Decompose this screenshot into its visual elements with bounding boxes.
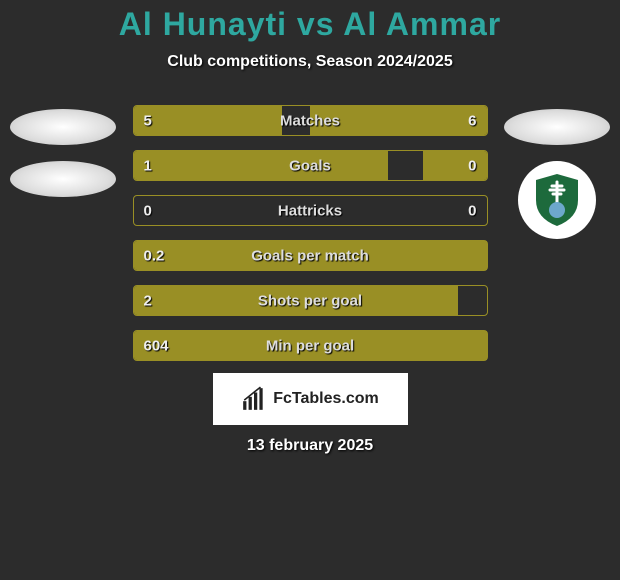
club-shield-icon [532,172,582,228]
right-avatar-col [502,99,612,239]
stat-bar-goals: 1 Goals 0 [133,150,488,181]
stat-value-right: 0 [468,157,476,174]
stat-label: Goals per match [251,247,369,264]
stat-label: Shots per goal [258,292,362,309]
main-row: 5 Matches 6 1 Goals 0 0 Hattricks 0 [0,99,620,361]
player2-name: Al Ammar [343,6,501,42]
stat-fill-left [134,151,388,180]
stat-label: Goals [289,157,331,174]
stat-value-left: 5 [144,112,152,129]
page-title: Al Hunayti vs Al Ammar [0,6,620,43]
subtitle: Club competitions, Season 2024/2025 [0,53,620,71]
stat-value-left: 1 [144,157,152,174]
stat-fill-left [134,106,282,135]
player2-club-logo [518,161,596,239]
comparison-infographic: Al Hunayti vs Al Ammar Club competitions… [0,0,620,455]
ball-icon [549,202,565,218]
footer-brand-text: FcTables.com [273,390,379,408]
date-text: 13 february 2025 [0,437,620,455]
stat-value-left: 2 [144,292,152,309]
stat-label: Hattricks [278,202,342,219]
footer-brand-box: FcTables.com [213,373,408,425]
vs-text: vs [297,6,335,42]
stat-bar-shots-per-goal: 2 Shots per goal [133,285,488,316]
player1-club-placeholder [10,161,116,197]
stat-bar-goals-per-match: 0.2 Goals per match [133,240,488,271]
player2-avatar-placeholder [504,109,610,145]
stat-value-right: 6 [468,112,476,129]
chart-icon [241,386,267,412]
stat-label: Matches [280,112,340,129]
stat-value-left: 0 [144,202,152,219]
stat-bar-min-per-goal: 604 Min per goal [133,330,488,361]
stat-fill-right [423,151,487,180]
player1-name: Al Hunayti [119,6,287,42]
stat-label: Min per goal [266,337,354,354]
stat-value-left: 604 [144,337,169,354]
stat-value-left: 0.2 [144,247,165,264]
left-avatar-col [8,99,118,197]
stat-bar-hattricks: 0 Hattricks 0 [133,195,488,226]
stats-column: 5 Matches 6 1 Goals 0 0 Hattricks 0 [133,99,488,361]
stat-value-right: 0 [468,202,476,219]
player1-avatar-placeholder [10,109,116,145]
stat-bar-matches: 5 Matches 6 [133,105,488,136]
